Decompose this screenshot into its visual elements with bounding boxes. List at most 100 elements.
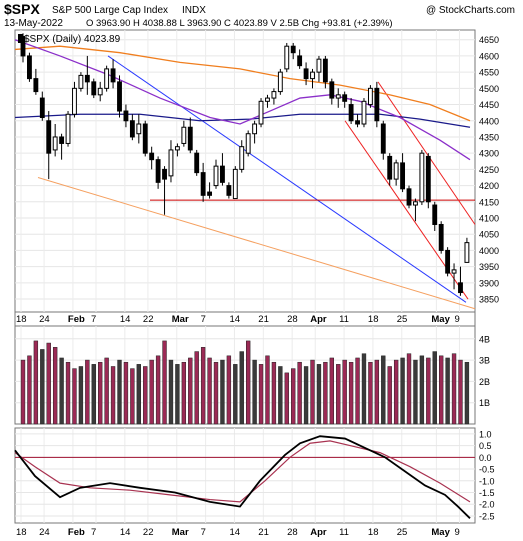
volume-bar	[368, 361, 373, 425]
candle-body	[387, 155, 393, 180]
candle-body	[322, 58, 328, 83]
candle-body	[91, 81, 97, 96]
volume-bar	[233, 364, 238, 425]
volume-tick-label: 3B	[479, 356, 490, 366]
candle-body	[329, 81, 335, 99]
volume-bar	[336, 364, 341, 425]
volume-tick-label: 4B	[479, 334, 490, 344]
candle-body	[39, 97, 45, 119]
moving-average-orange	[14, 45, 471, 122]
candle-body	[174, 146, 180, 151]
price-tick-label: 4200	[479, 181, 499, 191]
x-tick-label: Apr	[310, 527, 327, 538]
volume-bar	[291, 368, 296, 425]
volume-bar	[310, 359, 315, 425]
volume-bar	[374, 359, 380, 425]
price-tick-label: 4450	[479, 100, 499, 110]
volume-bar	[239, 351, 244, 425]
candle-body	[374, 87, 380, 122]
candle-body	[451, 269, 457, 274]
candle-body	[303, 68, 309, 80]
volume-bar	[271, 361, 277, 425]
candle-body	[155, 159, 161, 183]
volume-bar	[393, 359, 399, 425]
candle-body	[213, 165, 219, 187]
x-tick-label: 18	[16, 527, 27, 538]
candle-body	[400, 162, 406, 190]
ppo-tick-label: 0.0	[479, 453, 492, 463]
volume-bar	[387, 366, 392, 425]
candle-body	[316, 58, 322, 73]
candle-body	[380, 123, 386, 154]
volume-tick-label: 2B	[479, 377, 490, 387]
ppo-line	[14, 435, 471, 519]
candle-body	[162, 168, 167, 180]
candle-body	[265, 97, 270, 102]
volume-bar	[98, 361, 103, 425]
candle-body	[136, 123, 142, 135]
candle-body	[232, 168, 238, 200]
x-tick-label: 7	[201, 314, 206, 325]
x-tick-label: 11	[339, 527, 349, 538]
x-tick-label: Mar	[172, 314, 189, 325]
candle-body	[110, 68, 116, 83]
candle-body	[142, 123, 148, 154]
candle-body	[187, 126, 193, 151]
header-ohlc: O 3963.90 H 4038.88 L 3963.90 C 4023.89 …	[86, 18, 393, 29]
x-tick-label: 14	[120, 314, 131, 325]
x-tick-label: Feb	[68, 314, 85, 325]
volume-bar	[91, 364, 96, 425]
volume-bar	[252, 359, 257, 425]
candle-body	[181, 126, 187, 144]
price-tick-label: 4250	[479, 165, 499, 175]
volume-bar	[194, 351, 199, 425]
price-tick-label: 4100	[479, 214, 499, 224]
volume-bar	[40, 349, 45, 425]
candle-body	[413, 201, 418, 206]
candle-body	[59, 136, 65, 144]
volume-bar	[464, 361, 470, 425]
volume-bar	[136, 364, 141, 425]
candle-body	[361, 100, 367, 125]
volume-bar	[329, 357, 334, 425]
volume-bar	[72, 368, 77, 425]
volume-bar	[381, 355, 386, 425]
ppo-tick-label: -0.5	[479, 465, 495, 475]
trendline-orange	[37, 177, 476, 310]
candle-body	[117, 81, 122, 112]
candle-body	[239, 146, 245, 170]
volume-bar	[162, 340, 167, 425]
volume-bar	[110, 366, 116, 425]
ppo-tick-label: -1.5	[479, 488, 495, 498]
x-tick-label: 9	[454, 527, 459, 538]
x-tick-label: 24	[39, 314, 50, 325]
candle-body	[432, 204, 438, 225]
price-tick-label: 4300	[479, 149, 499, 159]
candle-body	[252, 123, 258, 135]
x-tick-label: 14	[229, 527, 240, 538]
volume-bar	[104, 357, 109, 425]
candle-body	[226, 185, 232, 196]
volume-bar	[78, 366, 84, 425]
x-tick-label: 7	[91, 527, 96, 538]
volume-panel	[14, 325, 476, 425]
header-date: 13-May-2022	[4, 18, 63, 29]
x-tick-label: 18	[368, 527, 379, 538]
x-tick-label: 14	[229, 314, 240, 325]
x-tick-label: 18	[368, 314, 379, 325]
candle-body	[84, 74, 90, 83]
volume-bar	[33, 340, 39, 425]
volume-bar	[348, 361, 354, 425]
volume-bar	[419, 355, 425, 425]
volume-bar	[445, 357, 450, 425]
x-tick-label: 7	[201, 527, 206, 538]
volume-bar	[316, 364, 322, 425]
volume-bar	[226, 355, 232, 425]
moving-average-50	[14, 39, 471, 161]
candle-body	[348, 104, 354, 122]
candle-body	[297, 55, 303, 67]
volume-bar	[207, 357, 212, 425]
candle-body	[419, 152, 425, 203]
candle-body	[258, 100, 264, 125]
x-tick-label: 9	[454, 314, 459, 325]
